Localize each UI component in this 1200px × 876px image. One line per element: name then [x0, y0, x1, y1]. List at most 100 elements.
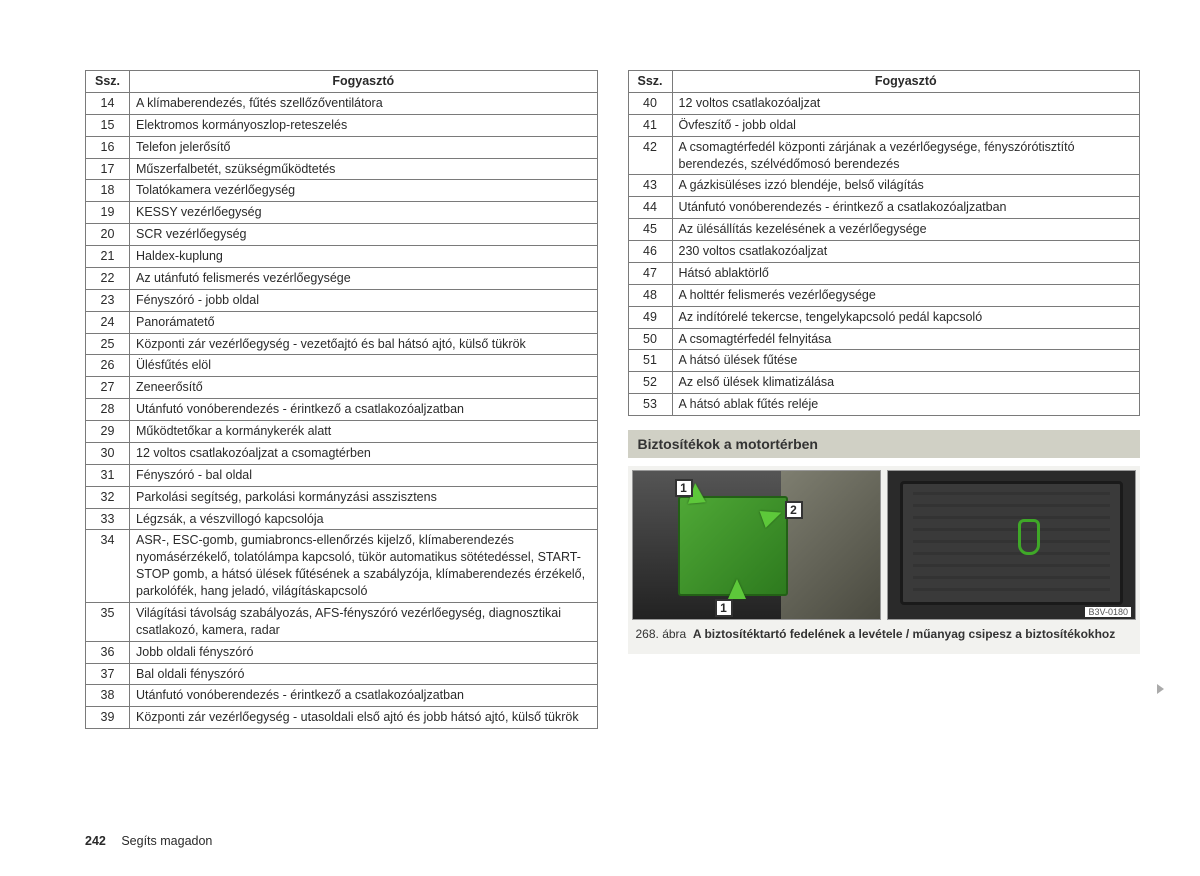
fuse-number: 15	[86, 114, 130, 136]
fuse-number: 48	[628, 284, 672, 306]
fuse-description: A csomagtérfedél felnyitása	[672, 328, 1140, 350]
fuse-description: KESSY vezérlőegység	[130, 202, 598, 224]
table-row: 22Az utánfutó felismerés vezérlőegysége	[86, 267, 598, 289]
table-row: 23Fényszóró - jobb oldal	[86, 289, 598, 311]
fuse-description: Haldex-kuplung	[130, 246, 598, 268]
fuse-description: ASR-, ESC-gomb, gumiabroncs-ellenőrzés k…	[130, 530, 598, 603]
table-row: 34ASR-, ESC-gomb, gumiabroncs-ellenőrzés…	[86, 530, 598, 603]
fuse-description: Panorámatető	[130, 311, 598, 333]
fuse-description: A hátsó ablak fűtés reléje	[672, 394, 1140, 416]
callout-label: 2	[785, 501, 803, 519]
table-row: 47Hátsó ablaktörlő	[628, 262, 1140, 284]
fuse-description: Fényszóró - jobb oldal	[130, 289, 598, 311]
fuse-table-left: Ssz. Fogyasztó 14A klímaberendezés, fűté…	[85, 70, 598, 729]
fuse-number: 27	[86, 377, 130, 399]
figure-right-photo: B3V-0180	[887, 470, 1136, 620]
table-row: 24Panorámatető	[86, 311, 598, 333]
table-row: 31Fényszóró - bal oldal	[86, 464, 598, 486]
fuse-description: Övfeszítő - jobb oldal	[672, 114, 1140, 136]
fuse-number: 22	[86, 267, 130, 289]
table-row: 4012 voltos csatlakozóaljzat	[628, 92, 1140, 114]
table-row: 14A klímaberendezés, fűtés szellőzőventi…	[86, 92, 598, 114]
right-column: Ssz. Fogyasztó 4012 voltos csatlakozóalj…	[628, 70, 1141, 729]
fuse-number: 23	[86, 289, 130, 311]
table-row: 44Utánfutó vonóberendezés - érintkező a …	[628, 197, 1140, 219]
fuse-description: 12 voltos csatlakozóaljzat a csomagtérbe…	[130, 442, 598, 464]
fuse-number: 26	[86, 355, 130, 377]
fuse-description: Tolatókamera vezérlőegység	[130, 180, 598, 202]
fuse-description: 12 voltos csatlakozóaljzat	[672, 92, 1140, 114]
fuse-description: Az első ülések klimatizálása	[672, 372, 1140, 394]
fuse-description: Működtetőkar a kormánykerék alatt	[130, 421, 598, 443]
fuse-description: Ülésfűtés elöl	[130, 355, 598, 377]
fuse-description: Központi zár vezérlőegység - utasoldali …	[130, 707, 598, 729]
fuse-number: 49	[628, 306, 672, 328]
table-row: 43A gázkisüléses izzó blendéje, belső vi…	[628, 175, 1140, 197]
table-row: 37Bal oldali fényszóró	[86, 663, 598, 685]
fuse-number: 40	[628, 92, 672, 114]
table-row: 53A hátsó ablak fűtés reléje	[628, 394, 1140, 416]
fuse-number: 29	[86, 421, 130, 443]
fuse-number: 53	[628, 394, 672, 416]
table-row: 25Központi zár vezérlőegység - vezetőajt…	[86, 333, 598, 355]
fuse-number: 25	[86, 333, 130, 355]
caption-prefix: 268. ábra	[636, 627, 687, 641]
fuse-description: Telefon jelerősítő	[130, 136, 598, 158]
col-header-desc: Fogyasztó	[672, 71, 1140, 93]
col-header-num: Ssz.	[628, 71, 672, 93]
fuse-number: 14	[86, 92, 130, 114]
table-row: 35Világítási távolság szabályozás, AFS-f…	[86, 602, 598, 641]
figure-code: B3V-0180	[1085, 607, 1131, 617]
table-row: 26Ülésfűtés elöl	[86, 355, 598, 377]
fuse-number: 35	[86, 602, 130, 641]
fuse-number: 30	[86, 442, 130, 464]
table-row: 46230 voltos csatlakozóaljzat	[628, 241, 1140, 263]
table-row: 28Utánfutó vonóberendezés - érintkező a …	[86, 399, 598, 421]
table-row: 16Telefon jelerősítő	[86, 136, 598, 158]
fuse-description: Utánfutó vonóberendezés - érintkező a cs…	[130, 399, 598, 421]
fuse-number: 43	[628, 175, 672, 197]
table-row: 19KESSY vezérlőegység	[86, 202, 598, 224]
fuse-description: Az indítórelé tekercse, tengelykapcsoló …	[672, 306, 1140, 328]
col-header-num: Ssz.	[86, 71, 130, 93]
callout-label: 1	[675, 479, 693, 497]
table-row: 21Haldex-kuplung	[86, 246, 598, 268]
fuse-number: 36	[86, 641, 130, 663]
table-row: 48A holttér felismerés vezérlőegysége	[628, 284, 1140, 306]
fuse-description: Az utánfutó felismerés vezérlőegysége	[130, 267, 598, 289]
fuse-description: Hátsó ablaktörlő	[672, 262, 1140, 284]
fuse-number: 52	[628, 372, 672, 394]
fuse-number: 19	[86, 202, 130, 224]
fuse-description: Bal oldali fényszóró	[130, 663, 598, 685]
arrow-icon	[728, 579, 746, 599]
fuse-description: Fényszóró - bal oldal	[130, 464, 598, 486]
table-row: 38Utánfutó vonóberendezés - érintkező a …	[86, 685, 598, 707]
fuse-number: 41	[628, 114, 672, 136]
fuse-number: 18	[86, 180, 130, 202]
table-row: 39Központi zár vezérlőegység - utasoldal…	[86, 707, 598, 729]
table-row: 18Tolatókamera vezérlőegység	[86, 180, 598, 202]
table-row: 50A csomagtérfedél felnyitása	[628, 328, 1140, 350]
fuse-description: Zeneerősítő	[130, 377, 598, 399]
table-row: 27Zeneerősítő	[86, 377, 598, 399]
fuse-number: 24	[86, 311, 130, 333]
fuse-number: 20	[86, 224, 130, 246]
page-footer: 242 Segíts magadon	[85, 834, 212, 848]
fuse-number: 38	[86, 685, 130, 707]
table-row: 20SCR vezérlőegység	[86, 224, 598, 246]
table-row: 32Parkolási segítség, parkolási kormányz…	[86, 486, 598, 508]
fuse-description: A csomagtérfedél központi zárjának a vez…	[672, 136, 1140, 175]
fuse-description: Világítási távolság szabályozás, AFS-fén…	[130, 602, 598, 641]
fuse-table-right: Ssz. Fogyasztó 4012 voltos csatlakozóalj…	[628, 70, 1141, 416]
fuse-number: 45	[628, 219, 672, 241]
fuse-description: A holttér felismerés vezérlőegysége	[672, 284, 1140, 306]
fuse-description: Légzsák, a vészvillogó kapcsolója	[130, 508, 598, 530]
fuse-number: 28	[86, 399, 130, 421]
fusebox-lid	[900, 481, 1123, 605]
col-header-desc: Fogyasztó	[130, 71, 598, 93]
table-row: 52Az első ülések klimatizálása	[628, 372, 1140, 394]
callout-label: 1	[715, 599, 733, 617]
fuse-number: 31	[86, 464, 130, 486]
fuse-number: 39	[86, 707, 130, 729]
figure-left-photo: 1 2 1	[632, 470, 881, 620]
